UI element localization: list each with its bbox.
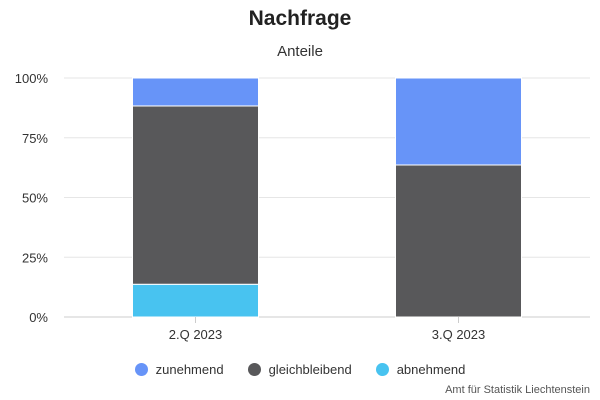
bar-segment-zunehmend-2	[395, 77, 522, 166]
bar-segment-gleichbleibend-2	[395, 164, 522, 318]
legend-item-abnehmend[interactable]: abnehmend	[375, 362, 466, 377]
chart-legend: zunehmend gleichbleibend abnehmend	[0, 362, 600, 377]
source-credit: Amt für Statistik Liechtenstein	[445, 384, 590, 396]
legend-label-gleichbleibend: gleichbleibend	[268, 362, 352, 377]
legend-item-zunehmend[interactable]: zunehmend	[134, 362, 224, 377]
bar-segment-abnehmend-1	[132, 283, 259, 318]
legend-label-zunehmend: zunehmend	[155, 362, 224, 377]
y-tick-label-50: 50%	[22, 191, 48, 206]
bar-segment-gleichbleibend-1	[132, 105, 259, 285]
chart-title: Nachfrage	[248, 7, 352, 30]
chart-subtitle: Anteile	[277, 43, 323, 60]
legend-swatch-gleichbleibend	[247, 363, 261, 376]
x-tick-label-2: 3.Q 2023	[432, 327, 486, 342]
y-tick-label-75: 75%	[22, 131, 48, 146]
y-tick-label-100: 100%	[15, 71, 49, 86]
bar-segment-zunehmend-1	[132, 77, 259, 107]
legend-swatch-abnehmend	[375, 363, 389, 376]
legend-swatch-zunehmend	[134, 363, 148, 376]
y-tick-label-25: 25%	[22, 250, 48, 265]
legend-item-gleichbleibend[interactable]: gleichbleibend	[247, 362, 352, 377]
x-tick-label-1: 2.Q 2023	[169, 327, 223, 342]
legend-label-abnehmend: abnehmend	[396, 362, 466, 377]
y-tick-label-0: 0%	[29, 310, 48, 325]
